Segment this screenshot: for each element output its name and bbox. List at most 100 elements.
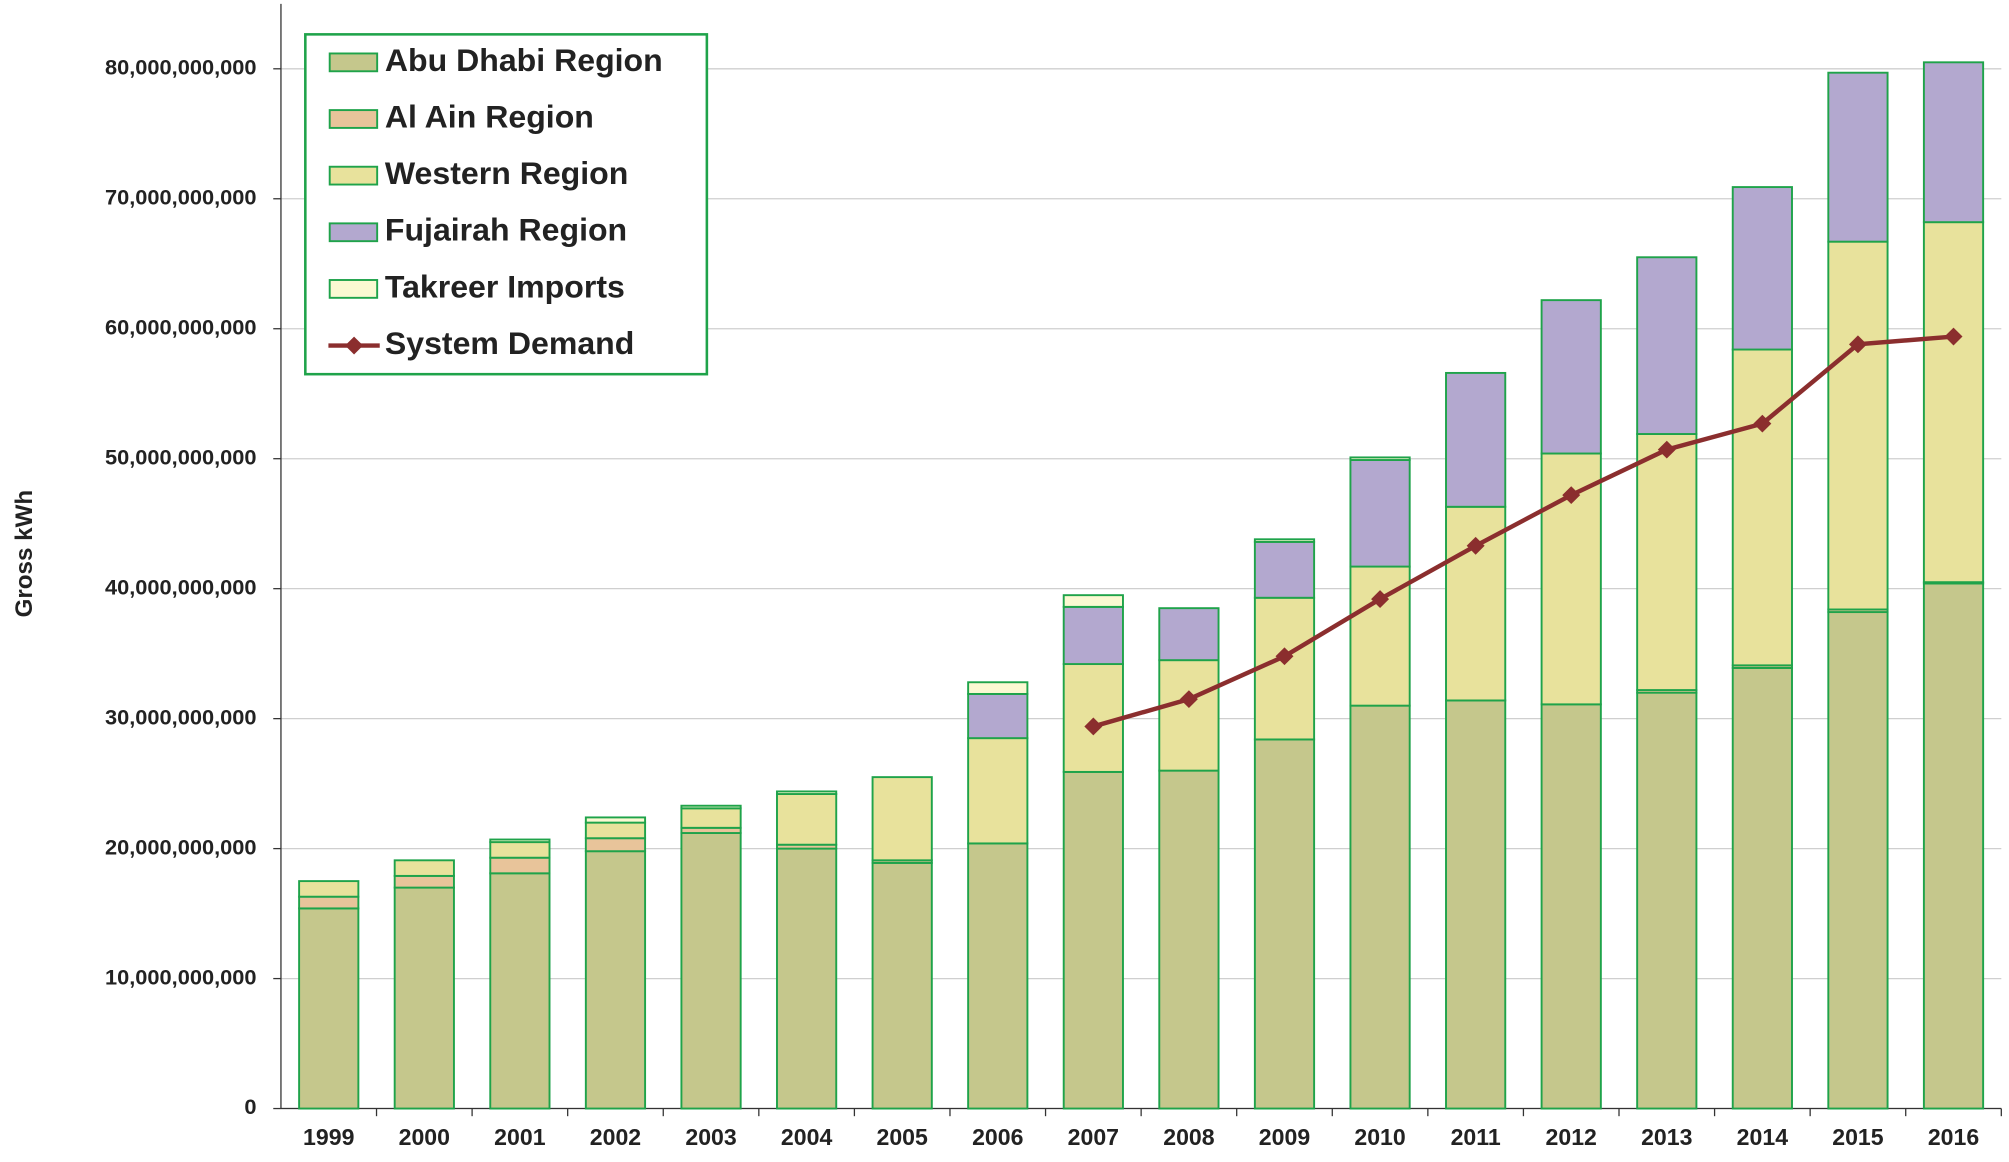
bar-segment [1636, 433, 1698, 692]
bar-segment [584, 850, 647, 1110]
bar-segment [393, 859, 455, 877]
bar-segment [298, 895, 360, 910]
x-tick-label: 2014 [1737, 1124, 1789, 1150]
demand-marker [1466, 536, 1485, 555]
legend-swatch [328, 279, 379, 299]
y-tick-label: 10,000,000,000 [105, 964, 257, 989]
bar-segment [1827, 71, 1889, 243]
y-tick-label: 20,000,000,000 [105, 834, 257, 859]
legend-box [304, 33, 709, 376]
x-tick-label: 2004 [781, 1124, 833, 1150]
x-tick-label: 2001 [494, 1124, 546, 1150]
bar-segment [1253, 540, 1316, 599]
bar-segment [871, 776, 933, 862]
bar-segment [584, 837, 647, 853]
bar-segment [1253, 538, 1316, 543]
bar-segment [680, 804, 742, 810]
bar-segment [776, 790, 838, 795]
bar-segment [1827, 611, 1889, 1110]
bar-segment [1922, 221, 1985, 584]
y-tick-label: 30,000,000,000 [105, 704, 257, 729]
demand-line [1092, 334, 1954, 729]
legend-swatch [328, 52, 379, 73]
bar-segment [1540, 703, 1602, 1110]
bar-segment [1731, 666, 1793, 1110]
y-tick-label: 50,000,000,000 [105, 444, 257, 469]
bar-segment [967, 737, 1029, 845]
bar-segment [1158, 659, 1220, 772]
demand-marker [1275, 647, 1294, 666]
bar-segment [584, 821, 647, 840]
bar-segment [1253, 738, 1316, 1110]
bar-segment [680, 832, 742, 1110]
x-tick-label: 2012 [1546, 1124, 1597, 1150]
demand-marker [1179, 690, 1198, 709]
bar-segment [489, 838, 551, 844]
bar-segment [1349, 459, 1411, 568]
demand-marker [1371, 590, 1390, 608]
demand-marker [1944, 327, 1963, 346]
demand-marker [1562, 486, 1581, 505]
x-tick-label: 2002 [590, 1124, 641, 1150]
bar-segment [1062, 605, 1124, 666]
bar-segment [1636, 256, 1698, 435]
bar-segment [393, 886, 455, 1110]
bar-segment [1062, 594, 1124, 608]
bar-segment [1731, 186, 1793, 351]
y-tick-label: 40,000,000,000 [105, 574, 257, 599]
bar-segment [967, 842, 1029, 1110]
bar-segment [1349, 456, 1411, 461]
demand-marker [1084, 717, 1103, 736]
y-tick-label: 80,000,000,000 [105, 55, 257, 80]
legend-swatch [328, 109, 379, 129]
bar-segment [1253, 596, 1316, 741]
x-tick-label: 2010 [1354, 1124, 1405, 1150]
bar-segment [298, 880, 360, 898]
bar-segment [489, 856, 551, 875]
bar-segment [680, 807, 742, 829]
x-tick-label: 2000 [399, 1124, 450, 1150]
x-tick-label: 2007 [1068, 1124, 1119, 1150]
x-tick-label: 1999 [303, 1124, 354, 1150]
bar-segment [1731, 348, 1793, 667]
demand-marker [1848, 335, 1867, 354]
bar-segment [776, 793, 838, 846]
x-tick-label: 2011 [1451, 1124, 1501, 1150]
y-tick-label: 0 [244, 1094, 256, 1119]
bar-segment [489, 872, 551, 1110]
bar-segment [871, 861, 933, 1110]
bar-segment [1158, 769, 1220, 1110]
bar-segment [584, 816, 647, 824]
y-tick-label: 60,000,000,000 [105, 315, 257, 340]
bar-segment [1445, 371, 1507, 508]
legend-label: Fujairah Region [385, 212, 627, 248]
bar-segment [298, 907, 360, 1110]
bar-segment [1922, 582, 1985, 1110]
bar-segment [1158, 607, 1220, 662]
bar-segment [967, 681, 1029, 695]
x-tick-label: 2013 [1641, 1124, 1692, 1150]
bar-segment [1445, 699, 1507, 1110]
legend-swatch [328, 165, 379, 186]
legend-label: System Demand [385, 325, 634, 361]
bar-segment [967, 692, 1029, 740]
y-tick-label: 70,000,000,000 [105, 185, 257, 210]
x-tick-label: 2015 [1832, 1124, 1884, 1150]
bar-segment [393, 874, 455, 889]
y-axis-label: Gross kWh [11, 490, 38, 618]
bar-segment [776, 847, 838, 1110]
bar-segment [1922, 61, 1985, 224]
legend-label: Western Region [385, 155, 628, 191]
legend-swatch [328, 222, 379, 243]
bar-segment [489, 841, 551, 859]
x-tick-label: 2008 [1163, 1124, 1215, 1150]
legend-label: Abu Dhabi Region [385, 42, 663, 78]
bar-segment [1540, 299, 1602, 455]
legend-label: Al Ain Region [385, 99, 594, 135]
bar-segment [1540, 452, 1602, 706]
x-tick-label: 2006 [972, 1124, 1023, 1150]
legend-label: Takreer Imports [385, 268, 625, 304]
bar-segment [1636, 691, 1698, 1110]
bar-segment [1062, 770, 1124, 1110]
